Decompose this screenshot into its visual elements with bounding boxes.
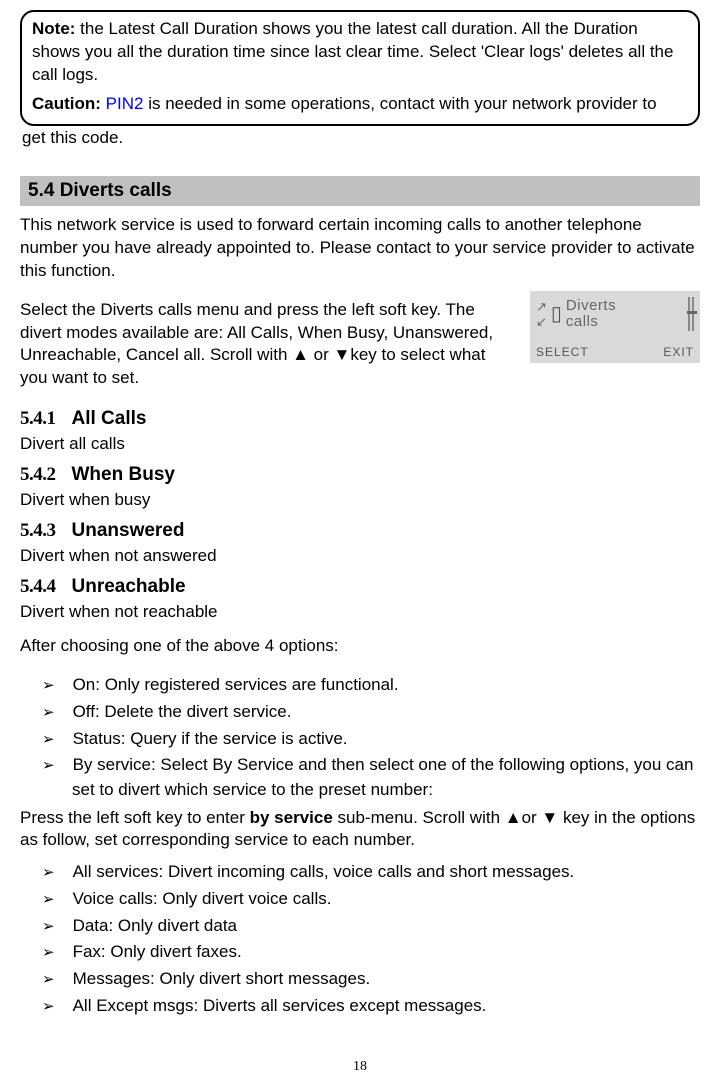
note-paragraph: Note: the Latest Call Duration shows you… (32, 18, 688, 87)
pin2-link[interactable]: PIN2 (101, 94, 144, 113)
phone-screen-top: ↗ ↙ ▯ Diverts calls (536, 297, 694, 331)
note-text: the Latest Call Duration shows you the l… (32, 19, 673, 84)
scrollbar-icon (688, 297, 694, 331)
document-page: Note: the Latest Call Duration shows you… (0, 0, 720, 1085)
subsection-header: 5.4.4 Unreachable (20, 576, 700, 598)
list-item: All Except msgs: Diverts all services ex… (20, 994, 700, 1019)
subsection-number: 5.4.3 (20, 520, 56, 542)
subsection-title: All Calls (72, 408, 147, 430)
options-intro: After choosing one of the above 4 option… (20, 636, 700, 656)
caution-rest: is needed in some operations, contact wi… (143, 94, 656, 113)
section-intro: This network service is used to forward … (20, 214, 700, 283)
list-item: Voice calls: Only divert voice calls. (20, 887, 700, 912)
note-label: Note: (32, 19, 75, 38)
by-service-text: Press the left soft key to enter by serv… (20, 807, 700, 853)
caution-label: Caution: (32, 94, 101, 113)
phone-softkeys: SELECT EXIT (536, 345, 694, 359)
subsection-title: When Busy (72, 464, 175, 486)
by-service-pre: Press the left soft key to enter (20, 808, 250, 827)
subsection-number: 5.4.1 (20, 408, 56, 430)
arrow-up-icon: ↗ (536, 300, 547, 313)
softkey-exit: EXIT (663, 345, 694, 359)
section-header: 5.4 Diverts calls (20, 176, 700, 206)
list-item: On: Only registered services are functio… (20, 673, 700, 698)
list-item: Off: Delete the divert service. (20, 700, 700, 725)
phone-title-line1: Diverts (566, 297, 616, 314)
subsection-number: 5.4.2 (20, 464, 56, 486)
caution-overflow-text: get this code. (22, 128, 700, 148)
subsection-header: 5.4.3 Unanswered (20, 520, 700, 542)
subsection-number: 5.4.4 (20, 576, 56, 598)
arrow-down-icon: ↙ (536, 315, 547, 328)
list-item: Data: Only divert data (20, 914, 700, 939)
subsection-body: Divert when not answered (20, 546, 700, 566)
phone-title-line2: calls (566, 313, 599, 330)
options-list-2: All services: Divert incoming calls, voi… (20, 860, 700, 1018)
note-box: Note: the Latest Call Duration shows you… (20, 10, 700, 126)
list-item: By service: Select By Service and then s… (20, 753, 700, 802)
subsection-header: 5.4.2 When Busy (20, 464, 700, 486)
section-number: 5.4 (28, 180, 54, 201)
phone-screen-title: Diverts calls (566, 298, 684, 330)
softkey-select: SELECT (536, 345, 589, 359)
by-service-bold: by service (250, 808, 333, 827)
subsection-title: Unreachable (72, 576, 186, 598)
list-item: Status: Query if the service is active. (20, 727, 700, 752)
section-title: Diverts calls (60, 180, 172, 201)
subsection-body: Divert when not reachable (20, 602, 700, 622)
page-number: 18 (0, 1059, 720, 1075)
arrow-icons: ↗ ↙ (536, 300, 547, 328)
subsection-body: Divert when busy (20, 490, 700, 510)
subsection-title: Unanswered (72, 520, 185, 542)
phone-screen-image: ↗ ↙ ▯ Diverts calls SELECT EXIT (530, 291, 700, 363)
list-item: All services: Divert incoming calls, voi… (20, 860, 700, 885)
phone-icon: ▯ (551, 301, 562, 326)
caution-paragraph: Caution: PIN2 is needed in some operatio… (32, 93, 688, 116)
subsection-header: 5.4.1 All Calls (20, 408, 700, 430)
subsection-body: Divert all calls (20, 434, 700, 454)
select-diverts-text: Select the Diverts calls menu and press … (20, 299, 516, 391)
list-item: Messages: Only divert short messages. (20, 967, 700, 992)
options-list-1: On: Only registered services are functio… (20, 673, 700, 802)
list-item: Fax: Only divert faxes. (20, 940, 700, 965)
text-with-screenshot: Select the Diverts calls menu and press … (20, 291, 700, 399)
